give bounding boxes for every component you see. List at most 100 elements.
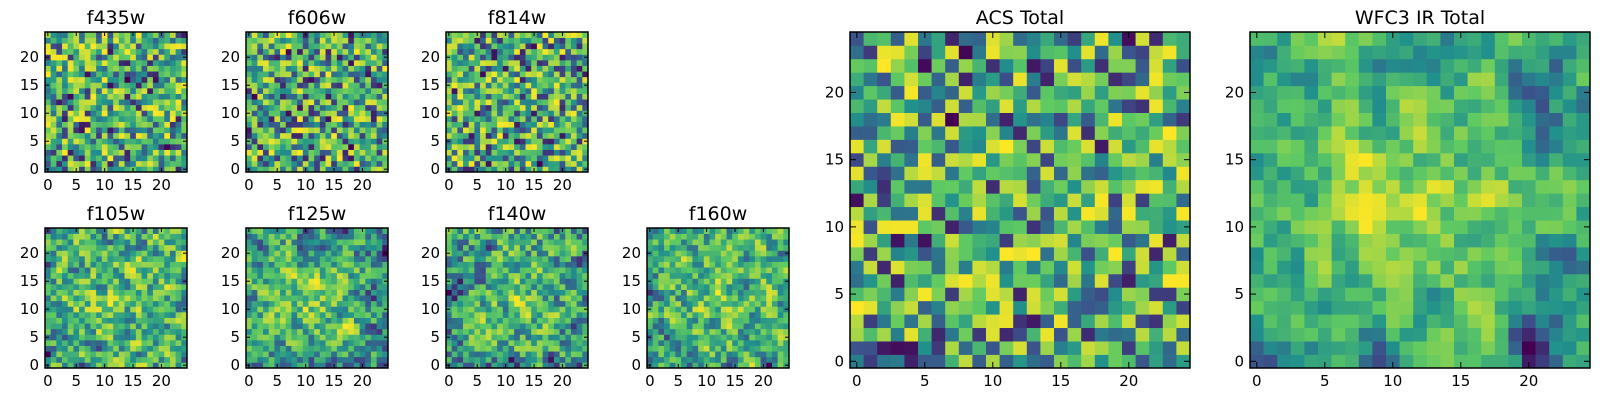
heatmap-cell xyxy=(485,127,492,134)
heatmap-cell xyxy=(319,256,326,262)
heatmap-cell xyxy=(291,99,298,106)
heatmap-cell xyxy=(141,166,148,173)
heatmap-cell xyxy=(147,121,154,128)
heatmap-cell xyxy=(548,345,555,352)
heatmap-cell xyxy=(542,48,549,55)
heatmap-cell xyxy=(485,76,492,83)
heatmap-cell xyxy=(325,32,332,38)
heatmap-cell xyxy=(474,116,481,122)
heatmap-cell xyxy=(958,233,973,248)
heatmap-cell xyxy=(96,228,103,234)
heatmap-cell xyxy=(325,323,332,330)
heatmap-cell xyxy=(698,306,705,313)
heatmap-cell xyxy=(698,256,705,262)
heatmap-cell xyxy=(130,306,137,313)
heatmap-cell xyxy=(457,328,464,335)
heatmap-cell xyxy=(325,54,332,61)
heatmap-cell xyxy=(130,88,137,94)
heatmap-cell xyxy=(1040,273,1055,288)
heatmap-cell xyxy=(56,289,63,296)
heatmap-cell xyxy=(280,312,287,318)
y-tick-label: 10 xyxy=(221,300,240,318)
heatmap-cell xyxy=(760,233,767,240)
heatmap-cell xyxy=(508,356,515,363)
heatmap-cell xyxy=(497,340,504,346)
heatmap-cell xyxy=(508,144,515,150)
heatmap-cell xyxy=(664,323,671,330)
heatmap-cell xyxy=(863,260,878,275)
heatmap-cell xyxy=(783,340,790,346)
heatmap-cell xyxy=(675,267,682,274)
heatmap-cell xyxy=(96,300,103,307)
heatmap-cell xyxy=(709,317,716,324)
heatmap-cell xyxy=(147,272,154,279)
heatmap-cell xyxy=(348,228,355,234)
heatmap-cell xyxy=(647,317,654,324)
panel-title: f160w xyxy=(689,203,748,225)
heatmap-cell xyxy=(514,261,521,268)
heatmap-cell xyxy=(285,351,292,358)
heatmap-cell xyxy=(497,272,504,279)
heatmap-cell xyxy=(1122,300,1136,315)
heatmap-cell xyxy=(559,261,566,268)
heatmap-cell xyxy=(268,334,275,341)
heatmap-cell xyxy=(67,356,74,363)
heatmap-cell xyxy=(548,289,555,296)
heatmap-cell xyxy=(681,362,688,369)
heatmap-cell xyxy=(257,351,264,358)
heatmap-cell xyxy=(291,261,298,268)
heatmap-cell xyxy=(342,149,349,156)
heatmap-cell xyxy=(502,116,509,122)
heatmap-cell xyxy=(62,127,69,134)
heatmap-cell xyxy=(135,244,142,251)
heatmap-cell xyxy=(67,228,74,234)
heatmap-cell xyxy=(463,233,470,240)
heatmap-cell xyxy=(268,88,275,94)
heatmap-cell xyxy=(382,300,389,307)
heatmap-cell xyxy=(548,65,555,72)
heatmap-cell xyxy=(84,312,91,318)
heatmap-cell xyxy=(263,65,270,72)
heatmap-cell xyxy=(1054,166,1068,181)
heatmap-cell xyxy=(491,233,498,240)
heatmap-cell xyxy=(536,32,543,38)
heatmap-cell xyxy=(280,155,287,162)
heatmap-cell xyxy=(141,356,148,363)
heatmap-cell xyxy=(56,65,63,72)
heatmap-cell xyxy=(50,328,57,335)
heatmap-cell xyxy=(141,37,148,44)
heatmap-cell xyxy=(101,93,108,100)
heatmap-cell xyxy=(158,116,165,122)
heatmap-cell xyxy=(348,144,355,150)
heatmap-cell xyxy=(508,110,515,117)
heatmap-cell xyxy=(777,334,784,341)
heatmap-cell xyxy=(280,32,287,38)
heatmap-cell xyxy=(457,60,464,66)
heatmap-cell xyxy=(1026,300,1041,315)
heatmap-cell xyxy=(480,351,487,358)
heatmap-cell xyxy=(319,60,326,66)
heatmap-cell xyxy=(480,104,487,111)
heatmap-cell xyxy=(553,166,560,173)
heatmap-cell xyxy=(274,267,281,274)
heatmap-cell xyxy=(175,110,182,117)
heatmap-cell xyxy=(508,43,515,50)
heatmap-cell xyxy=(480,48,487,55)
heatmap-cell xyxy=(251,88,258,94)
heatmap-cell xyxy=(485,138,492,145)
heatmap-cell xyxy=(582,71,589,78)
heatmap-cell xyxy=(1122,193,1136,208)
heatmap-cell xyxy=(480,323,487,330)
heatmap-cell xyxy=(90,256,97,262)
heatmap-cell xyxy=(124,323,131,330)
heatmap-cell xyxy=(531,37,538,44)
heatmap-cell xyxy=(783,233,790,240)
heatmap-cell xyxy=(96,160,103,167)
heatmap-cell xyxy=(480,244,487,251)
heatmap-cell xyxy=(45,155,52,162)
heatmap-cell xyxy=(67,144,74,150)
heatmap-cell xyxy=(56,155,63,162)
heatmap-cell xyxy=(749,295,756,302)
heatmap-cell xyxy=(113,132,120,139)
